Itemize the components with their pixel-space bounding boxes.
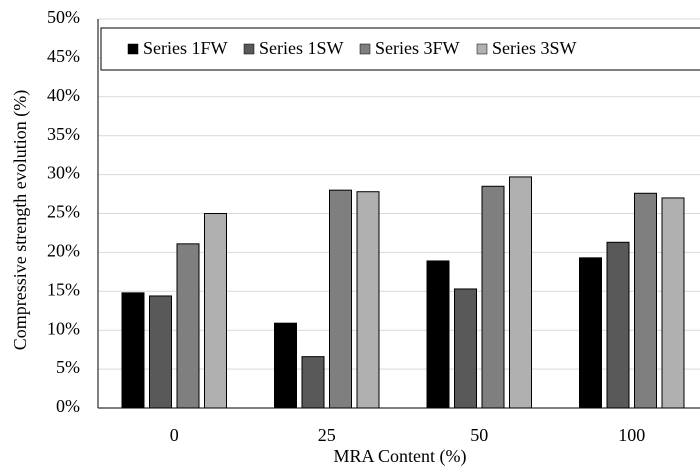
x-tick-label: 50: [470, 425, 488, 445]
bar: [301, 356, 325, 409]
y-tick-label: 0%: [56, 396, 80, 416]
y-tick-label: 15%: [47, 279, 80, 299]
x-tick-label: 0: [170, 425, 179, 445]
legend-swatch: [243, 43, 255, 55]
bar: [274, 322, 297, 409]
legend-label: Series 3SW: [492, 38, 577, 58]
bar: [121, 292, 145, 409]
x-tick-label: 100: [618, 425, 645, 445]
bar: [661, 197, 685, 409]
bar: [329, 189, 352, 409]
y-tick-label: 25%: [47, 202, 80, 222]
y-tick-label: 40%: [47, 85, 80, 105]
bar: [634, 192, 657, 409]
y-tick-label: 5%: [56, 357, 80, 377]
legend-swatch: [359, 43, 371, 55]
y-tick-label: 50%: [47, 7, 80, 27]
x-axis-label: MRA Content (%): [334, 446, 467, 467]
y-tick-label: 30%: [47, 163, 80, 183]
y-tick-label: 20%: [47, 241, 80, 261]
legend-label: Series 3FW: [375, 38, 460, 58]
bar: [481, 185, 505, 409]
bar: [149, 295, 172, 409]
legend-box: [100, 27, 700, 71]
bar: [606, 241, 630, 409]
y-tick-label: 45%: [47, 46, 80, 66]
bar: [454, 288, 477, 409]
y-axis-label: Compressive strength evolution (%): [10, 90, 31, 350]
bar: [579, 257, 602, 409]
legend-swatch: [127, 43, 139, 55]
legend-label: Series 1FW: [143, 38, 228, 58]
bar: [176, 243, 200, 409]
bar: [509, 176, 532, 409]
bar: [426, 260, 450, 409]
y-tick-label: 35%: [47, 124, 80, 144]
x-tick-label: 25: [318, 425, 336, 445]
bar: [356, 191, 380, 409]
y-tick-label: 10%: [47, 318, 80, 338]
legend-label: Series 1SW: [259, 38, 344, 58]
legend-swatch: [476, 43, 488, 55]
bar: [204, 213, 227, 409]
